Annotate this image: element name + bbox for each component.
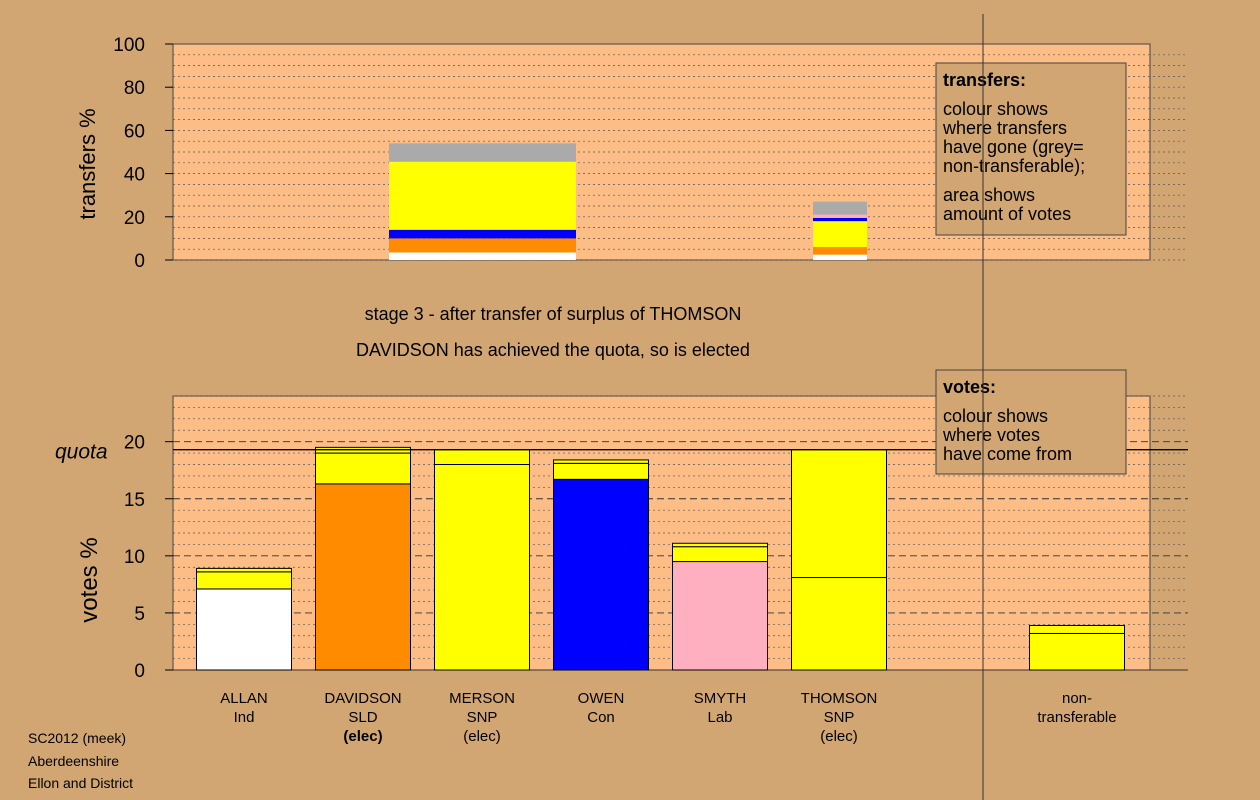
vote-segment — [553, 478, 649, 671]
candidate-party: SNP — [824, 709, 855, 726]
vote-segment — [553, 462, 649, 480]
vote-segment — [791, 577, 887, 671]
transfers-tick-label: 20 — [124, 208, 145, 229]
vote-segment — [196, 567, 292, 573]
vote-segment — [553, 459, 649, 464]
vote-segment — [672, 542, 768, 548]
votes-tick-label: 20 — [124, 433, 145, 454]
footer-line-3: Ellon and District — [28, 775, 133, 791]
candidate-party: SLD — [348, 709, 377, 726]
candidate-party: Lab — [707, 709, 732, 726]
votes-tick-label: 5 — [134, 604, 145, 625]
transfer-segment — [389, 221, 576, 230]
vote-segment — [434, 464, 530, 671]
transfers-tick-label: 100 — [113, 35, 145, 56]
quota-label: quota — [55, 441, 108, 464]
transfers-tick-label: 60 — [124, 121, 145, 142]
candidate-name: ALLAN — [220, 690, 268, 707]
transfers-legend-line: have gone (grey= — [943, 137, 1084, 157]
transfer-segment — [389, 238, 576, 253]
transfer-segment — [389, 143, 576, 162]
candidate-status: (elec) — [820, 728, 858, 745]
transfer-segment — [389, 252, 576, 260]
transfers-tick-label: 80 — [124, 78, 145, 99]
transfers-legend-box — [935, 62, 1127, 236]
nontransferable-label: non- — [1062, 690, 1092, 707]
candidate-name: DAVIDSON — [324, 690, 401, 707]
nontransferable-segment — [1029, 624, 1125, 634]
stage-caption: stage 3 - after transfer of surplus of T… — [365, 304, 742, 324]
vote-segment — [791, 449, 887, 579]
candidate-party: SNP — [467, 709, 498, 726]
transfer-segment — [813, 214, 867, 218]
nontransferable-label: transferable — [1037, 709, 1116, 726]
transfers-legend-line: amount of votes — [943, 204, 1071, 224]
transfers-legend-title: transfers: — [943, 70, 1026, 90]
footer-line-2: Aberdeenshire — [28, 753, 119, 769]
transfers-legend-line: where transfers — [942, 118, 1067, 138]
nontransferable-segment — [1029, 632, 1125, 671]
candidate-status: (elec) — [463, 728, 501, 745]
transfers-tick-label: 0 — [134, 251, 145, 272]
transfer-segment — [813, 254, 867, 260]
vote-segment — [315, 483, 411, 671]
vote-segment — [196, 588, 292, 671]
transfers-legend-line: non-transferable); — [943, 156, 1085, 176]
transfer-segment — [389, 229, 576, 239]
votes-legend-line: have come from — [943, 444, 1072, 464]
vote-segment — [196, 571, 292, 590]
votes-legend-box — [935, 369, 1127, 475]
candidate-status: (elec) — [343, 728, 382, 745]
votes-axis-label: votes % — [76, 537, 103, 622]
transfers-axis-label: transfers % — [75, 108, 100, 219]
transfers-plot: 0 20 40 60 80 100 transfers: colour showswhere … — [113, 35, 1188, 272]
footer-line-1: SC2012 (meek) — [28, 730, 126, 746]
transfers-legend-line: colour shows — [943, 99, 1048, 119]
transfers-tick-label: 40 — [124, 165, 145, 186]
transfer-segment — [389, 161, 576, 222]
votes-plot: 0 5 10 15 20 ALLAN Ind DAVIDSON SLD (elec) MERSON S… — [55, 369, 1188, 745]
transfer-segment — [813, 247, 867, 255]
candidate-party: Ind — [234, 709, 255, 726]
elected-caption: DAVIDSON has achieved the quota, so is e… — [356, 340, 750, 360]
transfer-segment — [813, 217, 867, 222]
transfers-legend-line: area shows — [943, 185, 1035, 205]
transfer-segment — [813, 221, 867, 248]
votes-tick-label: 15 — [124, 490, 145, 511]
votes-legend-title: votes: — [943, 377, 996, 397]
candidate-name: THOMSON — [801, 690, 878, 707]
candidate-name: OWEN — [578, 690, 625, 707]
vote-segment — [434, 449, 530, 465]
votes-tick-label: 10 — [124, 547, 145, 568]
vote-segment — [672, 561, 768, 671]
votes-tick-label: 0 — [134, 661, 145, 682]
votes-legend-line: colour shows — [943, 406, 1048, 426]
vote-segment — [315, 452, 411, 485]
vote-segment — [672, 546, 768, 563]
candidate-name: MERSON — [449, 690, 515, 707]
transfer-segment — [813, 201, 867, 215]
votes-legend-line: where votes — [942, 425, 1040, 445]
candidate-name: SMYTH — [694, 690, 747, 707]
candidate-party: Con — [587, 709, 615, 726]
